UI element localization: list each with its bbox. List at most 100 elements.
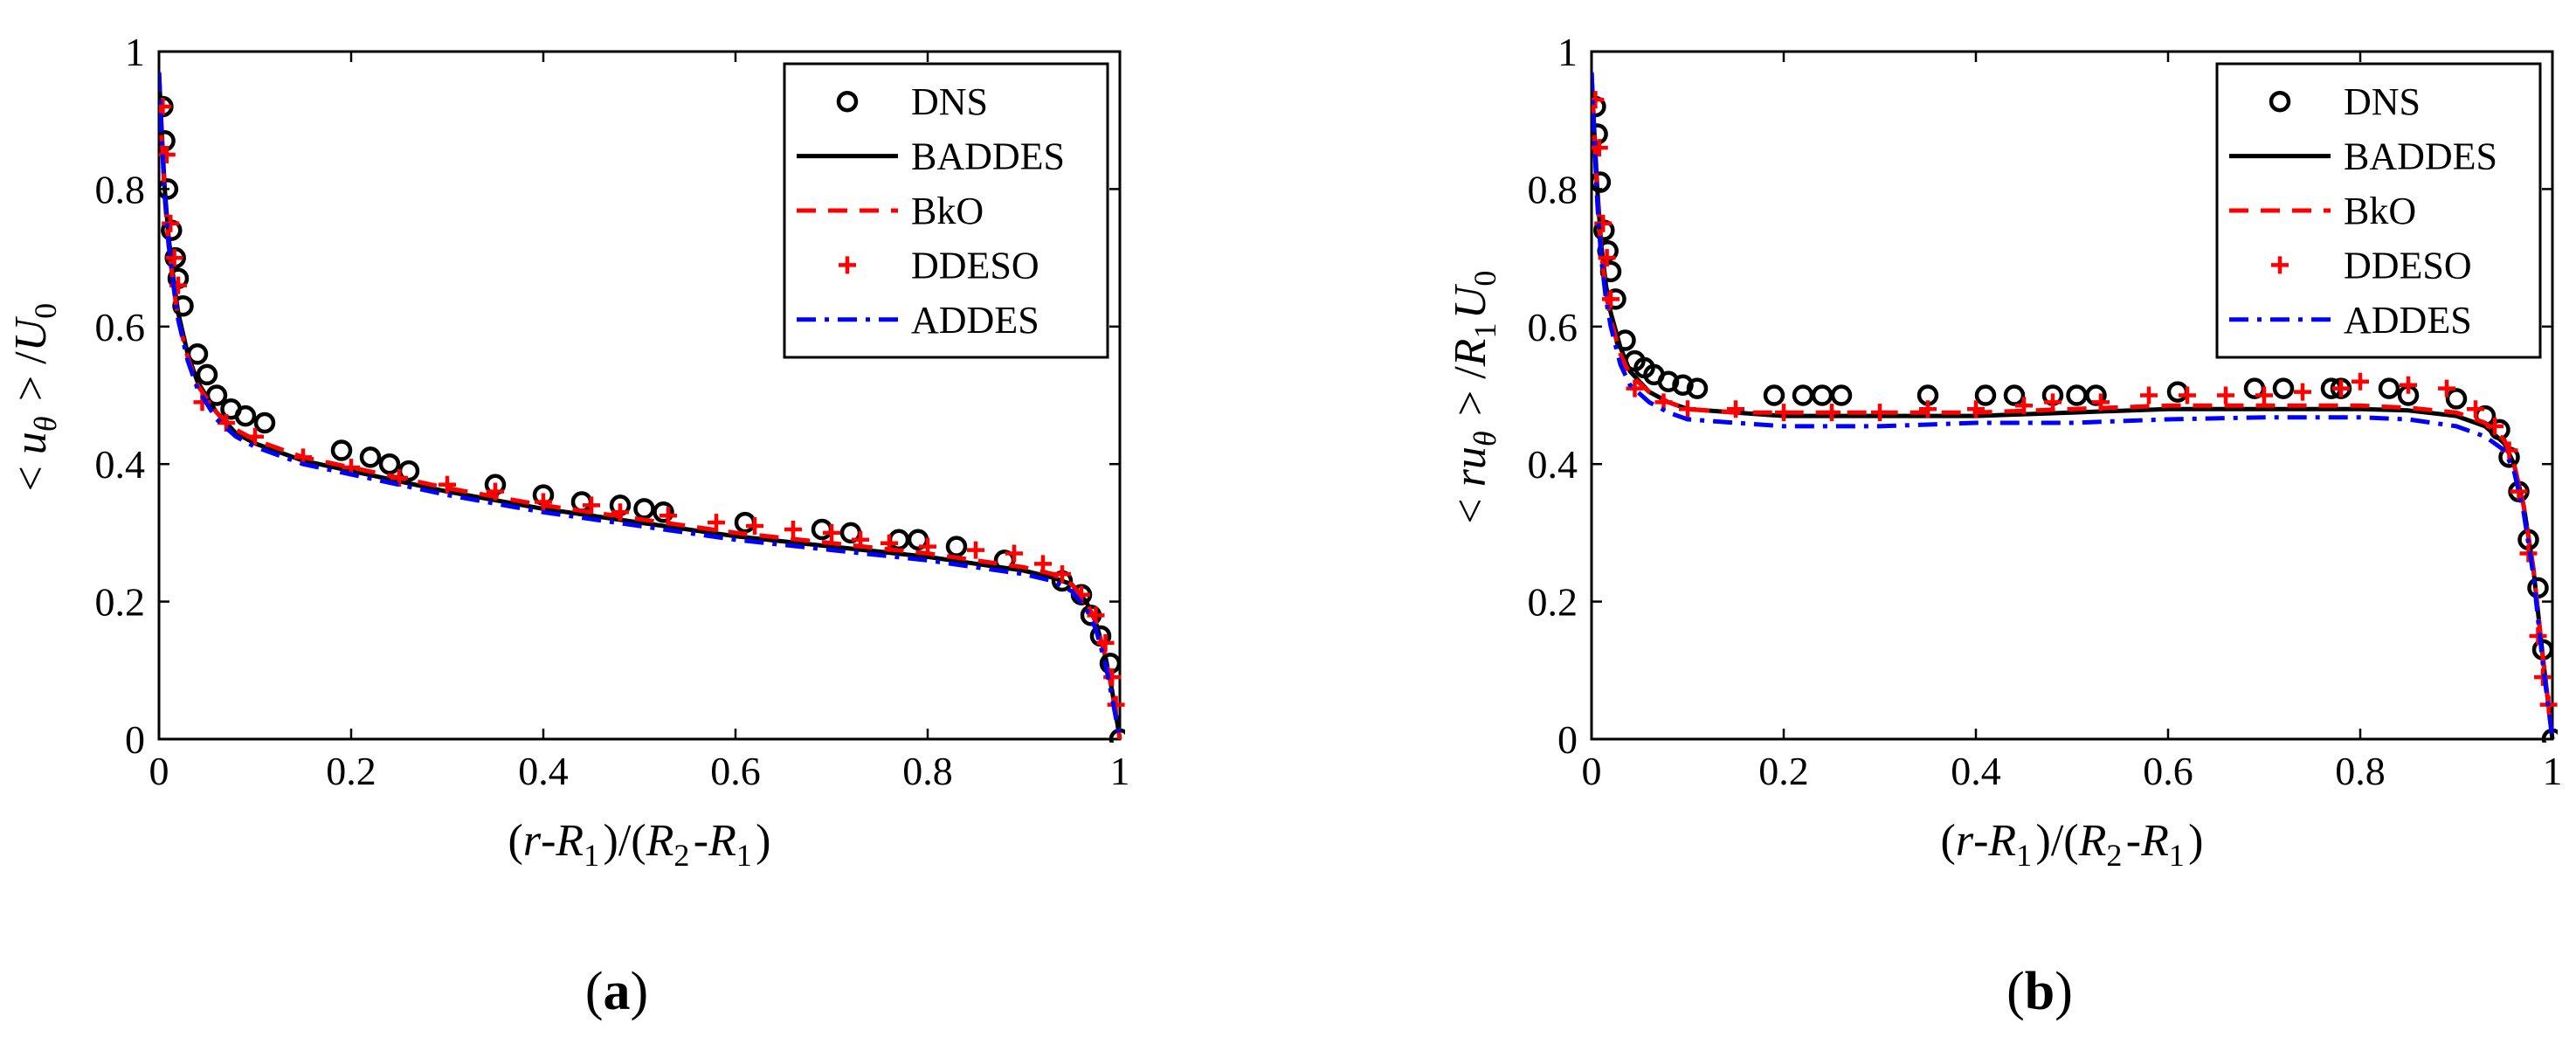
x-axis-label: (r-R1 )/(R2 -R1 ): [1941, 816, 2204, 873]
point-ddeso: [162, 214, 180, 232]
x-tick-label: 0.6: [710, 749, 761, 793]
point-ddeso: [2467, 400, 2484, 418]
legend-symbol-ddeso: [839, 256, 856, 274]
point-ddeso: [1602, 290, 1619, 308]
y-tick-label: 0.8: [1528, 167, 1578, 211]
y-tick-label: 1: [125, 30, 145, 74]
series-line-addes: [159, 72, 1122, 740]
y-tick-label: 1: [1557, 30, 1578, 74]
point-dns: [1672, 374, 1694, 396]
panel-label: (b): [2006, 962, 2073, 1021]
point-dns: [2003, 384, 2026, 406]
legend-label-baddes: BADDES: [2344, 135, 2497, 178]
point-ddeso: [2352, 372, 2369, 391]
panel-label: (a): [585, 962, 648, 1021]
point-ddeso: [1592, 91, 1605, 109]
y-axis-label: < ruθ > /R1 U0: [1446, 266, 1502, 523]
point-dns: [1763, 384, 1785, 406]
legend-symbol-dns: [836, 90, 859, 113]
y-tick-label: 0.4: [1528, 442, 1578, 487]
point-ddeso: [2015, 397, 2033, 415]
point-dns: [2166, 381, 2189, 403]
y-tick-label: 0.6: [1528, 305, 1578, 349]
point-dns: [234, 404, 257, 427]
point-dns: [2066, 384, 2088, 406]
point-dns: [1792, 384, 1814, 406]
point-dns: [1657, 370, 1680, 393]
chart-panel-a: 0 0.2 0.4 0.6 0.8 1 0 0.2 0.4 0.6 0.8 1 (r-R1 )/(R2 …: [6, 30, 1130, 1021]
point-ddeso: [1005, 544, 1023, 563]
legend: DNS BADDES BkO DDESO ADDES: [783, 62, 1109, 359]
point-dns: [359, 446, 382, 468]
point-dns: [811, 518, 833, 541]
point-ddeso: [246, 427, 264, 446]
point-ddeso: [1823, 404, 1840, 422]
point-ddeso: [2332, 379, 2350, 398]
point-ddeso: [535, 493, 552, 511]
x-tick-label: 0.4: [518, 749, 569, 793]
point-dns: [378, 453, 401, 475]
point-ddeso: [1598, 249, 1616, 267]
legend-label-addes: ADDES: [911, 299, 1039, 342]
point-dns: [653, 501, 674, 523]
point-dns: [945, 536, 968, 557]
data-series-group: [1592, 72, 2558, 743]
legend: DNS BADDES BkO DDESO ADDES: [2215, 62, 2542, 359]
point-ddeso: [165, 249, 183, 267]
legend-label-dns: DNS: [911, 80, 988, 123]
point-ddeso: [611, 503, 629, 522]
legend-label-ddeso: DDESO: [2344, 244, 2472, 287]
point-ddeso: [1727, 400, 1744, 418]
point-ddeso: [852, 530, 869, 549]
y-tick-label: 0.4: [95, 442, 146, 487]
legend-label-bko: BkO: [911, 190, 984, 232]
x-tick-label: 0.2: [326, 749, 376, 793]
point-ddeso: [881, 534, 898, 552]
point-dns: [196, 363, 218, 386]
point-dns: [1811, 384, 1834, 406]
chart-panel-b: 0 0.2 0.4 0.6 0.8 1 0 0.2 0.4 0.6 0.8 1 (r-R1 )/(R2 …: [1446, 30, 2563, 1021]
point-ddeso: [583, 496, 600, 515]
y-tick-label: 0.8: [95, 167, 146, 211]
x-tick-label: 0.2: [1758, 749, 1809, 793]
point-ddeso: [2140, 386, 2158, 404]
plot-frame: [157, 50, 1122, 741]
point-ddeso: [1592, 139, 1608, 157]
point-ddeso: [660, 507, 677, 525]
point-ddeso: [1871, 404, 1889, 422]
legend-label-ddeso: DDESO: [911, 244, 1039, 287]
point-ddeso: [2179, 386, 2196, 404]
point-ddeso: [2400, 376, 2417, 394]
point-ddeso: [823, 523, 840, 542]
x-tick-label: 0.4: [1951, 749, 2001, 793]
point-ddeso: [439, 475, 456, 494]
data-series-group: [159, 72, 1125, 743]
point-ddeso: [2294, 383, 2311, 401]
point-dns: [1686, 377, 1709, 399]
point-ddeso: [390, 468, 408, 487]
point-ddeso: [1919, 400, 1937, 418]
point-ddeso: [159, 97, 172, 115]
legend-label-addes: ADDES: [2344, 299, 2472, 342]
x-tick-label: 0.6: [2143, 749, 2193, 793]
y-tick-label: 0.2: [95, 580, 146, 625]
y-tick-label: 0: [1557, 717, 1578, 762]
point-ddeso: [1096, 633, 1115, 652]
point-ddeso: [1626, 379, 1644, 398]
point-ddeso: [1034, 555, 1052, 573]
legend-symbol-ddeso: [2271, 256, 2289, 274]
legend-label-bko: BkO: [2344, 190, 2416, 232]
point-ddeso: [1679, 400, 1696, 418]
x-axis-label: (r-R1 )/(R2 -R1 ): [508, 816, 771, 873]
point-ddeso: [746, 517, 763, 536]
x-tick-label: 1: [1110, 749, 1130, 793]
point-dns: [887, 529, 910, 551]
point-ddeso: [1967, 400, 1985, 418]
point-ddeso: [784, 520, 802, 538]
point-ddeso: [2217, 386, 2234, 404]
series-line-addes: [1592, 72, 2555, 740]
y-tick-label: 0: [125, 717, 145, 762]
point-ddeso: [2438, 379, 2455, 398]
x-tick-label: 0.8: [2335, 749, 2386, 793]
